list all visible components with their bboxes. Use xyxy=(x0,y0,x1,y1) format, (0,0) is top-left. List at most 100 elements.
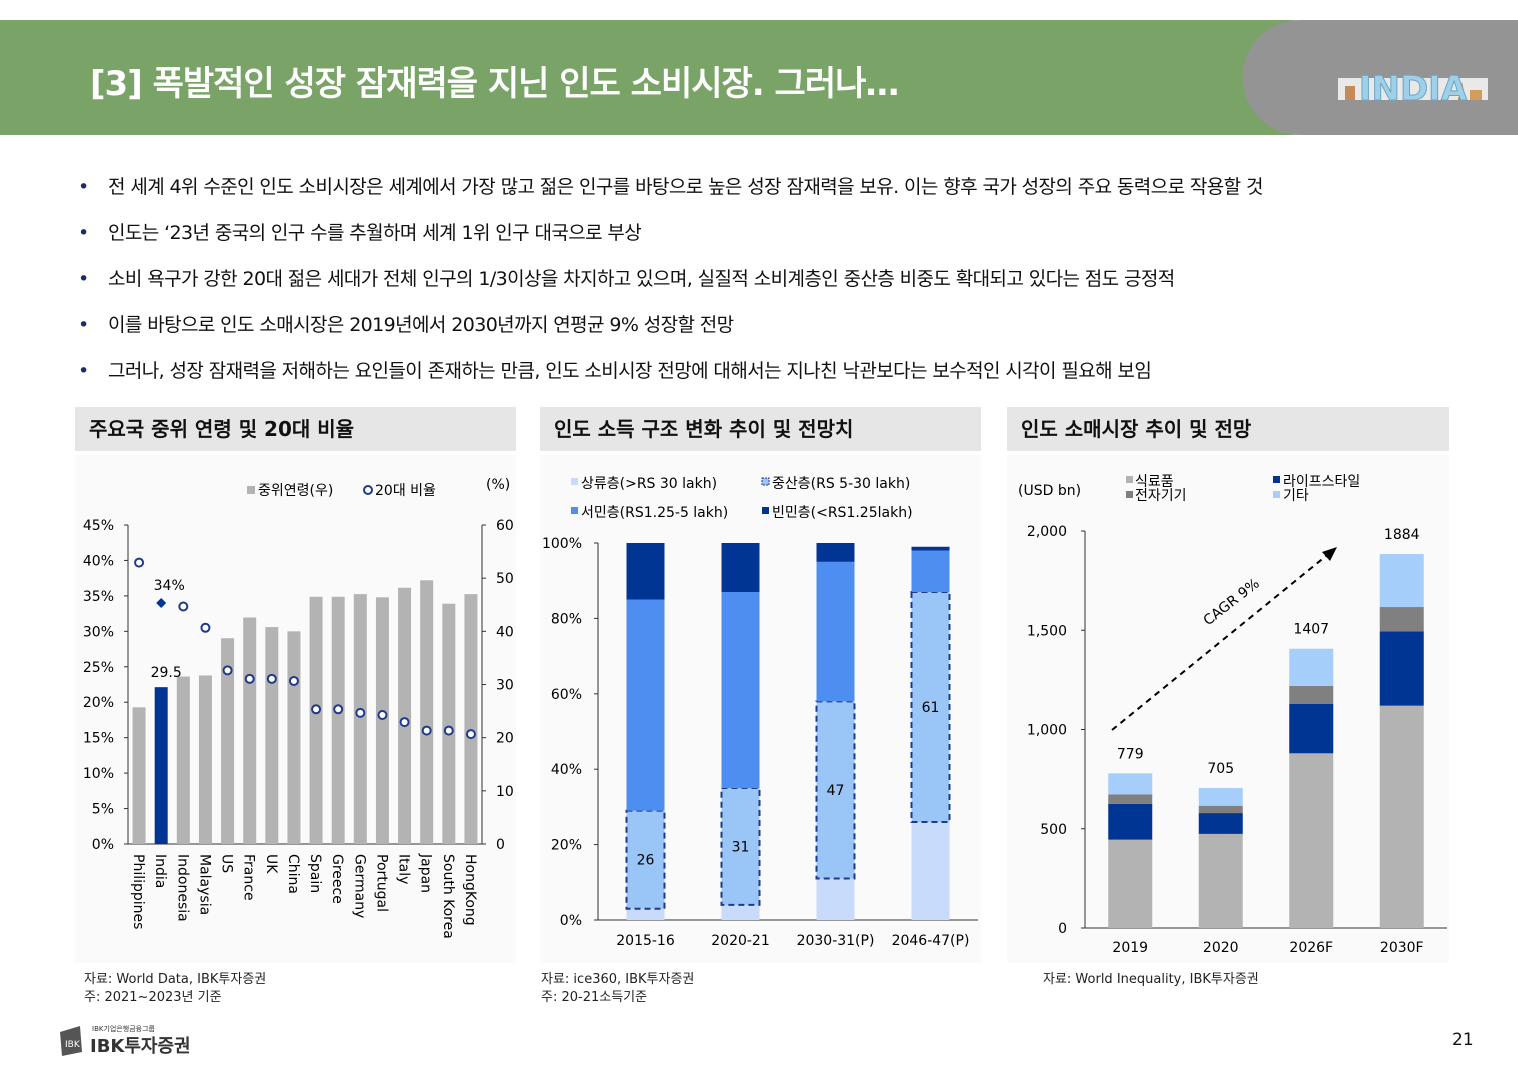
chart1-axes: 0% 5% 10% 15% 20% 25% 30% 35% 40% 45% 0 10 20 30 40 50 6… xyxy=(83,518,514,853)
legend-label-median-age: 중위연령(우) xyxy=(258,483,333,499)
bar xyxy=(176,676,190,844)
legend-marker-twenties xyxy=(363,485,373,495)
bar xyxy=(132,707,146,844)
chart2-notes: 자료: ice360, IBK투자증권 주: 20-21소득기준 xyxy=(541,971,694,1007)
stacked-segment xyxy=(721,543,760,593)
bar xyxy=(243,617,257,844)
bar xyxy=(353,594,367,844)
y-tick-label: 20% xyxy=(551,838,582,854)
legend-swatch-lower xyxy=(571,507,578,514)
total-label: 1407 xyxy=(1293,622,1329,638)
chart3-axes: 0 500 1,000 1,500 2,000 xyxy=(1027,524,1447,937)
right-tick-label: 20 xyxy=(496,731,514,747)
point xyxy=(222,665,233,676)
stacked-segment xyxy=(1379,705,1424,928)
y-tick-label: 0 xyxy=(1058,921,1067,937)
stacked-segment xyxy=(1198,805,1243,814)
data-label: 47 xyxy=(827,783,845,799)
right-tick-label: 40 xyxy=(496,624,514,640)
category-label: 2026F xyxy=(1289,940,1333,956)
bar xyxy=(221,638,235,844)
bar xyxy=(154,687,168,844)
category-label: Italy xyxy=(396,854,412,884)
left-tick-label: 0% xyxy=(92,837,114,853)
legend-swatch-other xyxy=(1273,491,1280,498)
left-tick-label: 25% xyxy=(83,660,114,676)
point xyxy=(134,557,145,568)
y-tick-label: 1,500 xyxy=(1027,623,1067,639)
category-label: China xyxy=(285,854,301,894)
left-tick-label: 10% xyxy=(83,766,114,782)
category-label: Spain xyxy=(307,854,323,893)
stacked-segment xyxy=(1198,833,1243,928)
stacked-segment xyxy=(721,904,760,920)
bar xyxy=(464,594,478,844)
point xyxy=(200,622,211,633)
stacked-segment xyxy=(911,546,950,551)
category-label: 2030F xyxy=(1380,940,1424,956)
category-label: Japan xyxy=(418,853,434,893)
data-label: 31 xyxy=(732,839,750,855)
summary-bullets: 전 세계 4위 수준인 인도 소비시장은 세계에서 가장 많고 젊은 인구를 바… xyxy=(78,172,1498,402)
bullet-item: 그러나, 성장 잠재력을 저해하는 요인들이 존재하는 만큼, 인도 소비시장 … xyxy=(78,356,1498,402)
note-source: 자료: ice360, IBK투자증권 xyxy=(541,972,695,987)
india-twenties-label: 34% xyxy=(154,578,185,594)
india-skyline-icon xyxy=(1338,77,1488,100)
total-label: 1884 xyxy=(1384,527,1420,543)
y-tick-label: 2,000 xyxy=(1027,524,1067,540)
legend-label-food: 식료품 xyxy=(1135,474,1174,490)
left-tick-label: 15% xyxy=(83,731,114,747)
legend-swatch-food xyxy=(1126,476,1133,483)
cagr-label: CAGR 9% xyxy=(1201,576,1263,629)
point xyxy=(178,601,189,612)
y-tick-label: 1,000 xyxy=(1027,723,1067,739)
stacked-segment xyxy=(1108,773,1153,795)
stacked-segment xyxy=(816,878,855,920)
legend-label-electronics: 전자기기 xyxy=(1135,488,1187,504)
category-label: India xyxy=(152,854,168,888)
right-axis-unit: (%) xyxy=(486,477,510,493)
left-tick-label: 45% xyxy=(83,518,114,534)
category-label: South Korea xyxy=(440,854,456,939)
stacked-segment xyxy=(815,700,856,880)
chart2-data-labels: 26 31 47 61 xyxy=(637,700,940,869)
legend-swatch-poor xyxy=(762,507,769,514)
bullet-item: 전 세계 4위 수준인 인도 소비시장은 세계에서 가장 많고 젊은 인구를 바… xyxy=(78,172,1498,218)
point xyxy=(465,729,476,740)
chart2-legend: 상류층(>RS 30 lakh) 중산층(RS 5-30 lakh) 서민층(R… xyxy=(571,476,913,521)
chart1-category-labels: Philippines India Indonesia Malaysia US Franc… xyxy=(130,853,478,939)
stacked-segment xyxy=(1108,794,1153,804)
stacked-segment xyxy=(1379,607,1424,632)
legend-swatch-lifestyle xyxy=(1273,476,1280,483)
y-tick-label: 80% xyxy=(551,611,582,627)
ibk-logo: IBK IBK기업은행금융그룹 IBK투자증권 xyxy=(58,1022,218,1062)
chart1-points xyxy=(134,557,476,740)
right-tick-label: 10 xyxy=(496,784,514,800)
stacked-segment xyxy=(626,599,665,811)
bar xyxy=(198,675,212,844)
point xyxy=(266,673,277,684)
note-source: 자료: World Inequality, IBK투자증권 xyxy=(1043,972,1259,987)
category-label: Germany xyxy=(351,854,367,918)
stacked-segment xyxy=(1198,788,1243,806)
legend-label-twenties: 20대 비율 xyxy=(375,483,436,499)
category-label: Malaysia xyxy=(196,854,212,915)
brand-name: IBK투자증권 xyxy=(90,1036,191,1057)
right-tick-label: 60 xyxy=(496,518,514,534)
chart3-category-labels: 2019 2020 2026F 2030F xyxy=(1112,940,1423,956)
category-label: France xyxy=(241,854,257,901)
cagr-arrow xyxy=(1111,547,1337,731)
y-tick-label: 60% xyxy=(551,687,582,703)
stacked-segment xyxy=(816,543,855,562)
stacked-segment xyxy=(626,908,665,920)
y-tick-label: 0% xyxy=(560,913,582,929)
chart3-unit: (USD bn) xyxy=(1018,483,1081,499)
note-remark: 주: 2021~2023년 기준 xyxy=(84,990,222,1005)
stacked-segment xyxy=(1289,648,1334,686)
chart3-notes: 자료: World Inequality, IBK투자증권 xyxy=(1043,971,1259,989)
chart-area-middle xyxy=(540,455,981,963)
stacked-segment xyxy=(816,561,855,702)
chart2-bars xyxy=(625,543,951,920)
